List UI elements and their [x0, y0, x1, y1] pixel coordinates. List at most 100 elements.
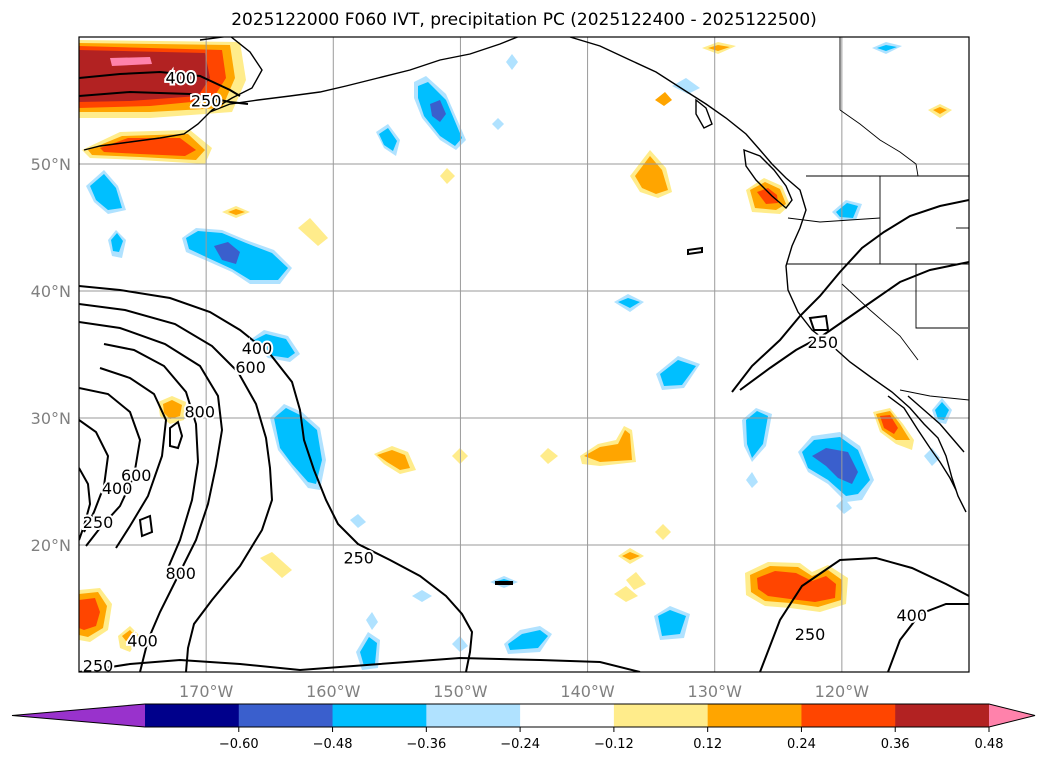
ivt-contour-250-east [731, 199, 969, 393]
colorbar-segment [895, 704, 990, 727]
ivt-contour-400-central [79, 303, 274, 672]
contour-label: 250 [341, 547, 376, 570]
x-tick-label: 130°W [688, 682, 743, 701]
ivt-contours [79, 70, 969, 672]
ivt-contour-small-closed [169, 420, 184, 450]
colorbar-tick-label: −0.12 [594, 737, 634, 752]
ivt-contour-250-alaska [79, 90, 249, 105]
ivt-contour-800-central [103, 343, 200, 569]
vancouver-island-coastline [743, 148, 793, 210]
contour-label: 400 [163, 67, 198, 90]
colorbar-tick-label: −0.48 [313, 737, 353, 752]
precip-blob-dry-small [935, 402, 949, 420]
contour-labels: 4002504006008006004002508002504002502502… [81, 67, 930, 676]
map-frame [78, 36, 970, 673]
colorbar-segment [613, 704, 709, 727]
y-tick-label: 40°N [31, 282, 71, 301]
precip-blob-dry-small [877, 45, 897, 51]
precip-blob-dry-55n-154w [430, 100, 446, 122]
precip-blob-31n-172w [163, 400, 182, 419]
precip-blob-small [655, 92, 672, 106]
precip-blob-dry-47n-177w [90, 174, 122, 210]
colorbar-tick-label: −0.60 [219, 737, 259, 752]
precip-blob-49n-134w [635, 156, 668, 194]
contour-label-text: 250 [343, 549, 374, 568]
ivt-contour-small-closed [687, 246, 703, 256]
precip-blob-dry-small [360, 637, 377, 666]
x-tick-label: 160°W [306, 682, 361, 701]
precip-blob-small [708, 45, 730, 51]
ivt-contour-250-south [79, 656, 641, 672]
colorbar-extend-high [989, 704, 1035, 727]
precip-blob-27n-151w [377, 450, 410, 470]
colorbar-tick-label: −0.24 [500, 737, 540, 752]
precip-blob-dry-small [746, 411, 768, 458]
ivt-contour-250-inner [79, 467, 92, 541]
ivt-contour-250-southeast [759, 556, 969, 672]
precip-blob-small [260, 552, 292, 578]
precip-blob-small [122, 630, 136, 646]
gulf-of-california-coastline [907, 395, 965, 453]
map-area: 4002504006008006004002508002504002502502… [79, 37, 969, 676]
panhandle-coastline [569, 37, 967, 513]
contour-label-text: 800 [185, 403, 216, 422]
contour-label: 400 [100, 477, 135, 500]
precip-blob-29n-116w [880, 415, 898, 434]
colorbar-segment [332, 704, 427, 727]
precip-blob-west-edge [79, 598, 100, 630]
colorbar-tick-label: −0.36 [406, 737, 446, 752]
precip-blob-dry-small [350, 514, 366, 528]
contour-label-text: 250 [795, 625, 826, 644]
colorbar-segment [801, 704, 896, 727]
precip-blob-dry-small [366, 612, 378, 630]
x-axis-ticks: 170°W 160°W 150°W 140°W 130°W 120°W [179, 682, 869, 701]
coastlines [83, 37, 967, 513]
contour-label: 800 [183, 401, 218, 424]
colorbar-tick-label: 0.12 [693, 737, 722, 752]
ivt-contour-250-central [79, 285, 474, 672]
precip-blob-dry-small [618, 298, 640, 308]
precip-blob-small [626, 572, 646, 590]
haida-gwaii-coastline [695, 98, 713, 129]
us-mexico-border [899, 389, 969, 401]
nevada-california-border [915, 264, 968, 329]
alaska-coastline [83, 37, 263, 151]
contour-label-text: 250 [83, 657, 114, 676]
y-tick-label: 30°N [31, 409, 71, 428]
precip-blob-dry-small [111, 233, 123, 252]
precip-blob-dry-small [492, 118, 504, 130]
precip-blob-dry-small [746, 472, 758, 488]
ivt-contour-small-closed [138, 514, 154, 538]
precip-blob-dry-small [924, 448, 940, 466]
precip-blob-dry-36n-161w [254, 334, 295, 358]
contour-label-text: 400 [165, 69, 196, 88]
contour-label-text: 400 [127, 631, 158, 650]
precip-blob-dry-small [508, 630, 548, 650]
contour-label-text: 400 [242, 339, 273, 358]
ivt-contour-small-closed [808, 314, 830, 331]
precip-blob-small [440, 168, 455, 184]
precip-blob-dry-28n-163w [274, 408, 322, 484]
precip-blob-dry-small [506, 54, 518, 70]
colorbar-outline [11, 703, 1036, 728]
precip-blob-dry-small [658, 610, 686, 636]
precip-blob-dry-43n-165w [214, 242, 240, 264]
ivt-contour-400-inner [79, 419, 110, 533]
contour-label: 250 [793, 623, 828, 646]
precip-blob-dry-small [672, 78, 700, 94]
ivt-contour-400-southeast [887, 603, 969, 672]
contour-label: 600 [233, 356, 268, 379]
contour-label-text: 600 [235, 358, 266, 377]
colorbar: −0.60 −0.48 −0.36 −0.24 −0.12 0.12 0.24 0.36 0.4… [11, 703, 1036, 752]
grid-lines [79, 37, 969, 672]
colorbar-segment [520, 704, 615, 727]
precip-blob-small [933, 107, 947, 114]
contour-label: 250 [81, 511, 116, 534]
map-background [79, 37, 969, 672]
precip-blob-dry-small [412, 590, 432, 602]
colorbar-tick-label: 0.36 [881, 737, 910, 752]
precip-blob-small [540, 448, 558, 464]
ivt-contour-600-central [79, 321, 224, 672]
contour-label: 400 [895, 604, 930, 627]
